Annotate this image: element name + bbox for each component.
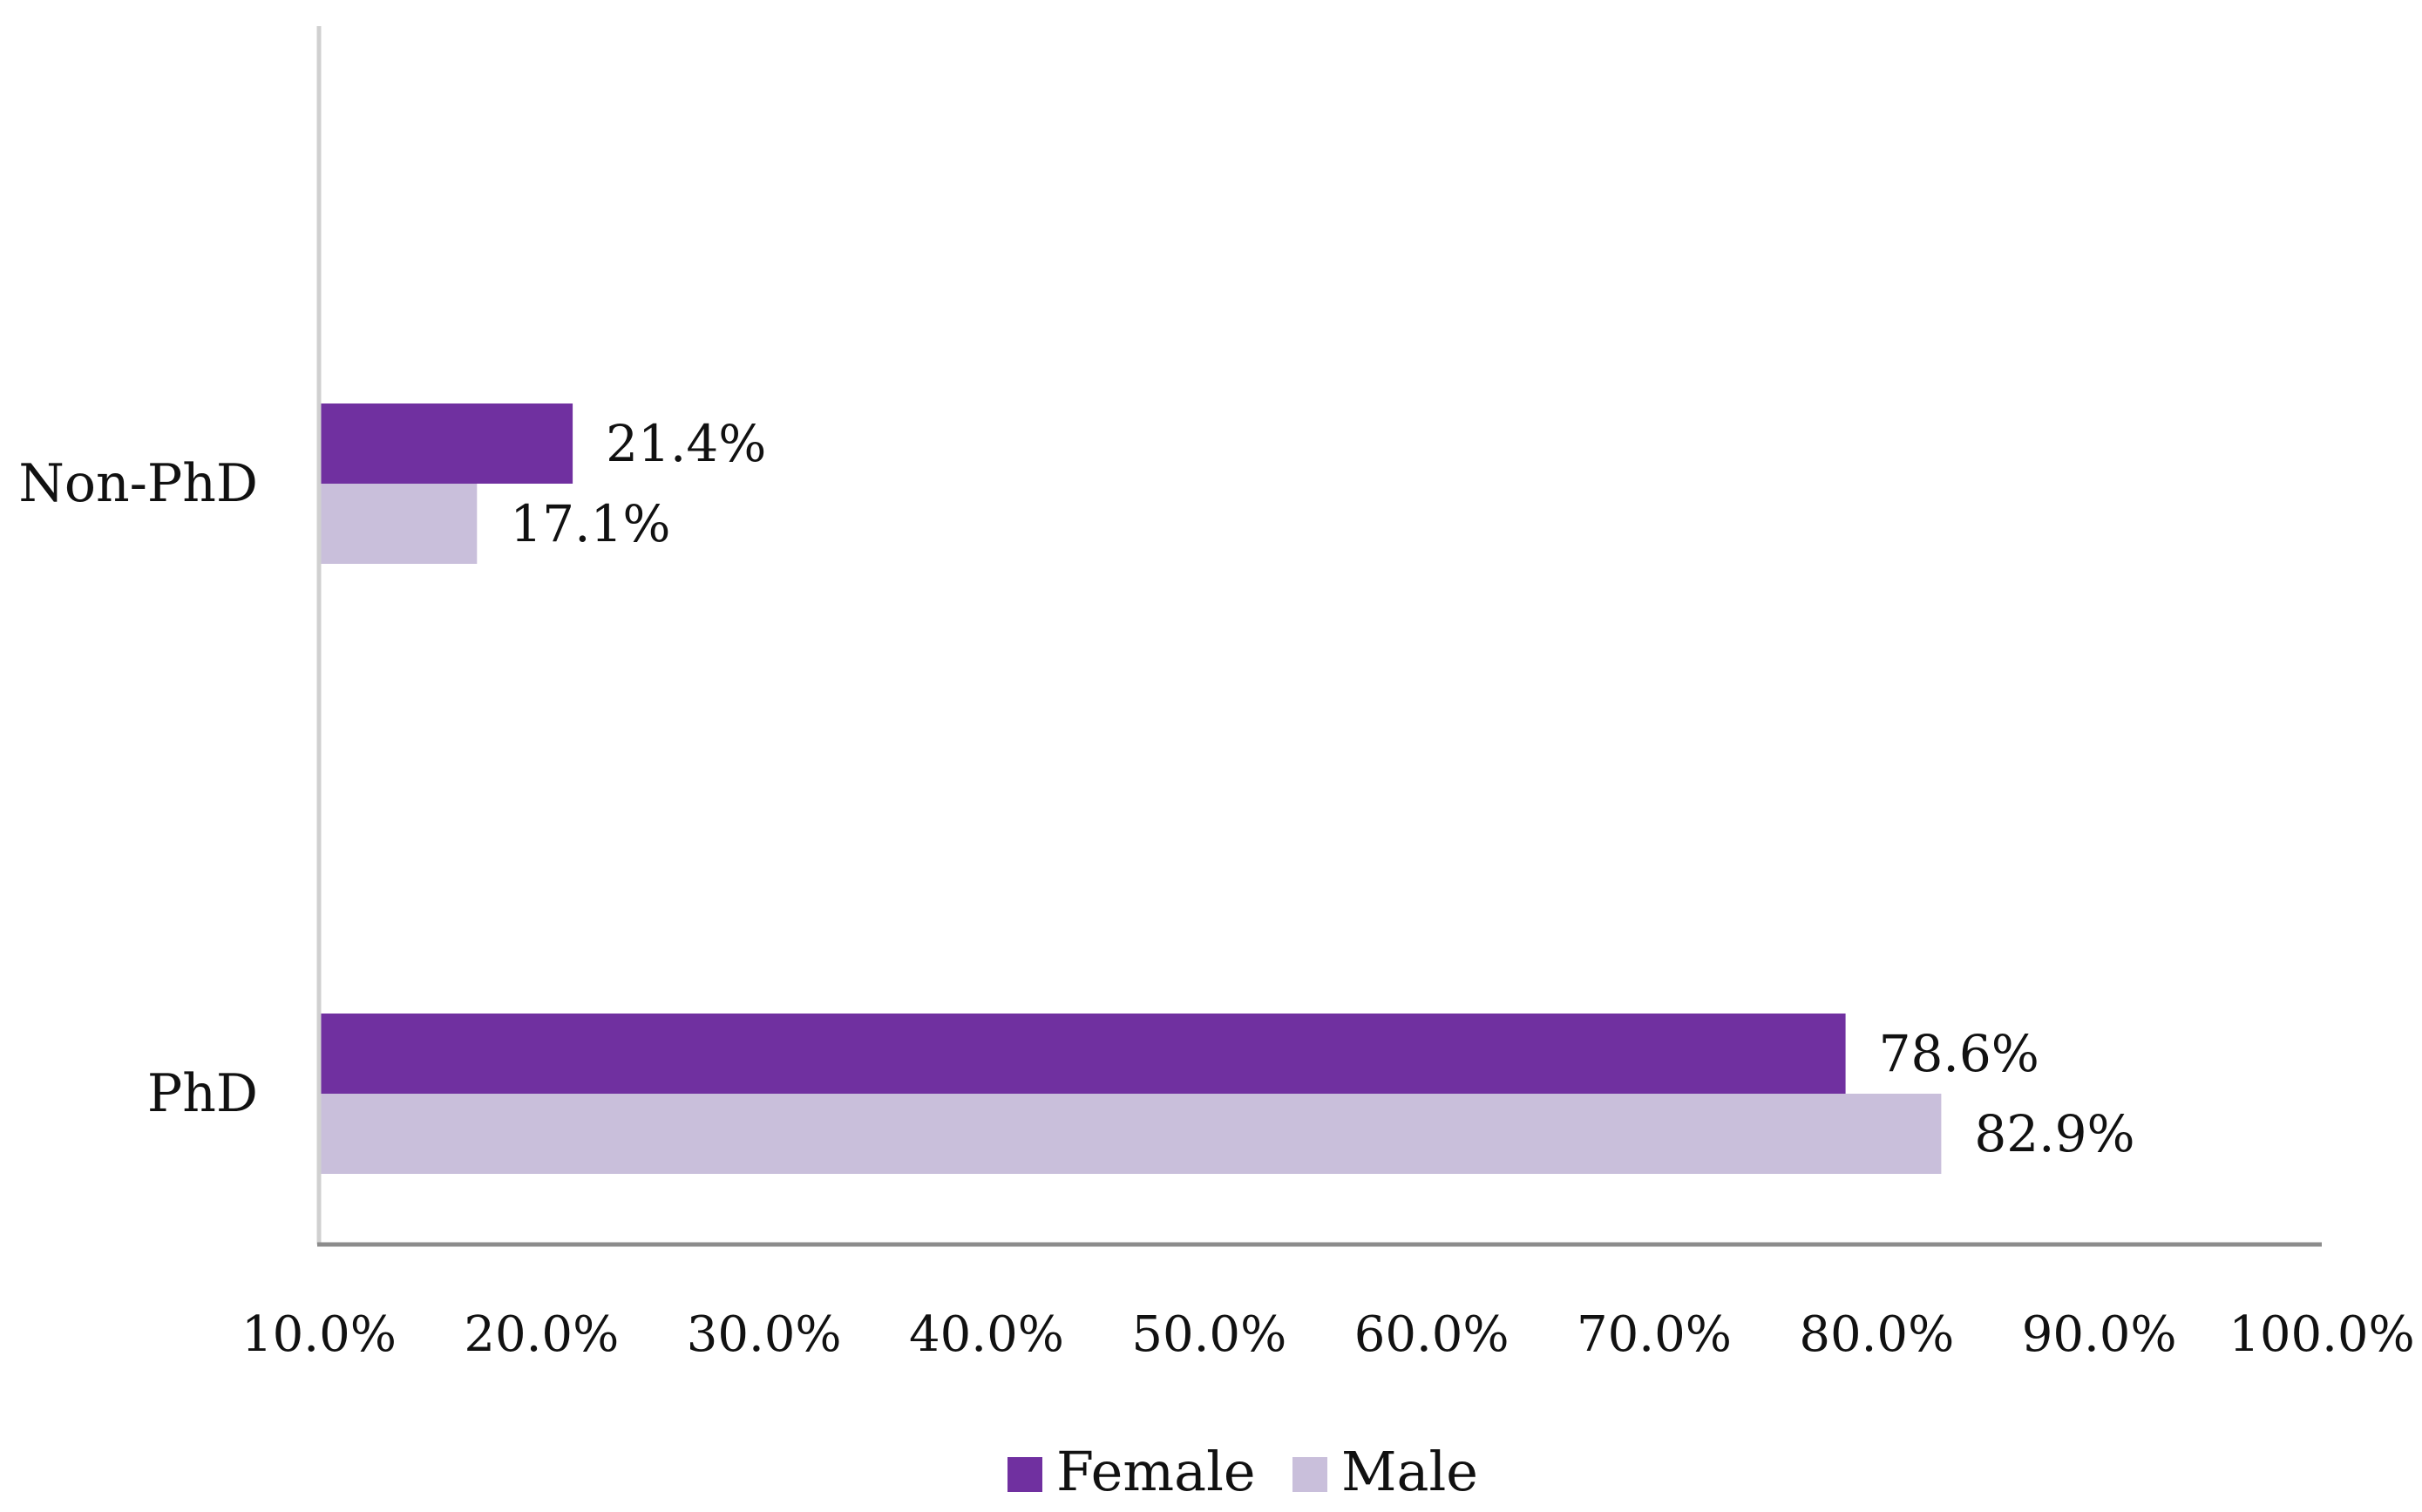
bars-layer bbox=[319, 403, 1942, 1174]
x-tick-labels: 10.0% 20.0% 30.0% 40.0% 50.0% 60.0% 70.0% 80.0%… bbox=[241, 1306, 2415, 1363]
bar-non-phd-male bbox=[319, 484, 478, 564]
value-label-phd-female: 78.6% bbox=[1879, 1024, 2039, 1083]
x-tick-label: 60.0% bbox=[1354, 1306, 1510, 1363]
x-tick-label: 40.0% bbox=[909, 1306, 1064, 1363]
legend: Female Male bbox=[1007, 1440, 1478, 1503]
value-label-non-phd-male: 17.1% bbox=[510, 494, 670, 553]
value-label-non-phd-female: 21.4% bbox=[606, 414, 766, 473]
bar-phd-female bbox=[319, 1014, 1846, 1094]
value-label-phd-male: 82.9% bbox=[1974, 1104, 2134, 1163]
legend-label-female: Female bbox=[1056, 1440, 1256, 1503]
labels-layer: Non-PhD 21.4% 17.1% PhD 78.6% 82.9% bbox=[18, 414, 2134, 1163]
x-tick-label: 50.0% bbox=[1131, 1306, 1286, 1363]
legend-swatch-female bbox=[1007, 1457, 1042, 1492]
bar-phd-male bbox=[319, 1094, 1942, 1174]
x-tick-label: 90.0% bbox=[2022, 1306, 2177, 1363]
legend-swatch-male bbox=[1292, 1457, 1327, 1492]
x-tick-label: 30.0% bbox=[687, 1306, 842, 1363]
category-label-non-phd: Non-PhD bbox=[18, 453, 258, 514]
x-tick-label: 80.0% bbox=[1799, 1306, 1954, 1363]
x-tick-label: 20.0% bbox=[464, 1306, 619, 1363]
x-tick-label: 100.0% bbox=[2229, 1306, 2415, 1363]
legend-label-male: Male bbox=[1341, 1440, 1478, 1503]
category-label-phd: PhD bbox=[147, 1063, 258, 1124]
bar-non-phd-female bbox=[319, 403, 573, 484]
x-tick-label: 10.0% bbox=[241, 1306, 397, 1363]
x-tick-label: 70.0% bbox=[1577, 1306, 1732, 1363]
